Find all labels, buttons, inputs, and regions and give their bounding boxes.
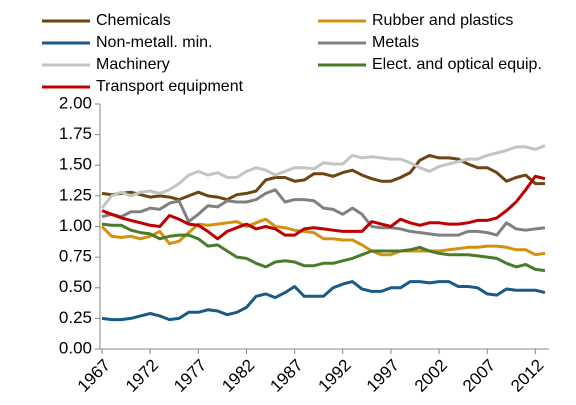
series-line [101, 188, 546, 237]
series-line [100, 217, 546, 257]
series-line [101, 280, 546, 322]
x-tick-label: 2007 [459, 356, 499, 396]
legend-label: Elect. and optical equip. [372, 56, 542, 73]
y-tick-label: 1.00 [59, 216, 92, 235]
legend-label: Transport equipment [96, 78, 244, 95]
y-tick-label: 1.75 [59, 124, 92, 143]
legend-label: Chemicals [96, 12, 171, 29]
x-tick-label: 1977 [170, 356, 210, 396]
x-tick-label: 1982 [218, 356, 258, 396]
x-tick-label: 1972 [122, 356, 162, 396]
y-tick-label: 0.00 [59, 338, 92, 357]
x-tick-label: 1967 [74, 356, 114, 396]
legend-label: Metals [372, 34, 419, 51]
y-tick-label: 1.25 [59, 185, 92, 204]
x-tick-label: 2002 [411, 356, 451, 396]
x-tick-label: 2012 [507, 356, 547, 396]
legend-label: Machinery [96, 56, 170, 73]
x-tick-label: 1987 [266, 356, 306, 396]
legend-label: Non-metall. min. [96, 34, 212, 51]
x-tick-label: 1992 [315, 356, 355, 396]
series-line [101, 174, 546, 241]
series-line [101, 153, 545, 202]
y-tick-label: 0.50 [59, 277, 92, 296]
y-tick-label: 1.50 [59, 155, 92, 174]
y-tick-label: 0.75 [59, 247, 92, 266]
legend-label: Rubber and plastics [372, 12, 513, 29]
x-tick-label: 1997 [363, 356, 403, 396]
series-line [101, 222, 546, 273]
y-tick-label: 2.00 [59, 93, 92, 112]
series-line [100, 144, 546, 210]
y-tick-label: 0.25 [59, 308, 92, 327]
